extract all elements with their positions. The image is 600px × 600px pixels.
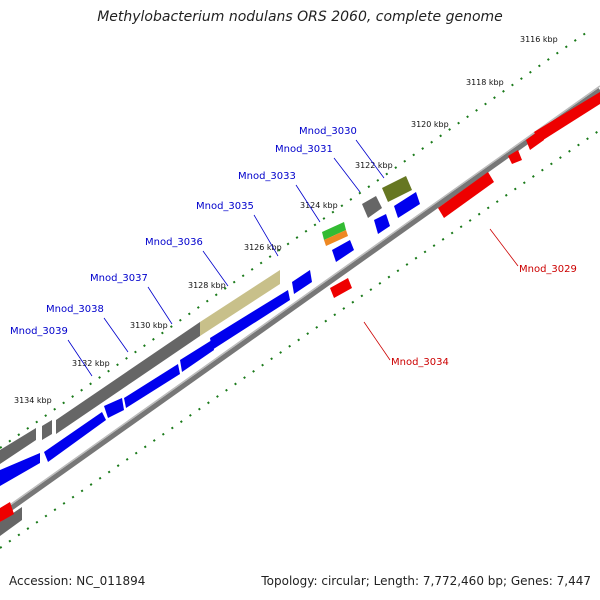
gene-label-mnod-3036[interactable]: Mnod_3036 xyxy=(145,237,203,248)
topology-label: Topology: circular; Length: 7,772,460 bp… xyxy=(261,574,591,588)
outer-tick-guide xyxy=(0,29,591,449)
leader-line xyxy=(333,157,361,193)
reverse-gene-3029[interactable] xyxy=(438,172,494,218)
gene-label-mnod-3035[interactable]: Mnod_3035 xyxy=(196,201,254,212)
gene-label-mnod-3034[interactable]: Mnod_3034 xyxy=(391,357,449,368)
kbp-label: 3118 kbp xyxy=(466,78,504,87)
kbp-label: 3120 kbp xyxy=(411,120,449,129)
leader-line xyxy=(253,214,279,257)
kbp-label: 3132 kbp xyxy=(72,359,110,368)
forward-gene-3035b[interactable] xyxy=(292,270,312,294)
olive-dark-gene[interactable] xyxy=(382,176,412,202)
genome-title: Methylobacterium nodulans ORS 2060, comp… xyxy=(97,9,503,25)
leader-line xyxy=(202,250,229,287)
forward-gene-3038[interactable] xyxy=(104,398,124,418)
gene-label-mnod-3031[interactable]: Mnod_3031 xyxy=(275,144,333,155)
kbp-label: 3134 kbp xyxy=(14,396,52,405)
gene-label-mnod-3030[interactable]: Mnod_3030 xyxy=(299,126,357,137)
leader-line xyxy=(67,339,93,377)
leader-line xyxy=(295,184,321,223)
accession-label: Accession: NC_011894 xyxy=(9,574,146,588)
olive-gene[interactable] xyxy=(200,270,280,336)
kbp-label: 3116 kbp xyxy=(520,35,558,44)
reverse-gene[interactable] xyxy=(534,92,600,142)
forward-gene-3036[interactable] xyxy=(180,340,214,372)
forward-gene-3031[interactable] xyxy=(374,214,390,234)
grey-gene[interactable] xyxy=(42,420,52,440)
grey-gene[interactable] xyxy=(56,322,200,434)
forward-gene-3030[interactable] xyxy=(394,192,420,218)
grey-gene[interactable] xyxy=(0,428,36,464)
kbp-label: 3122 kbp xyxy=(355,161,393,170)
forward-gene-3039[interactable] xyxy=(44,412,106,462)
kbp-label: 3124 kbp xyxy=(300,201,338,210)
leader-line xyxy=(147,286,173,325)
grey-gene[interactable] xyxy=(362,196,382,218)
forward-gene-3037[interactable] xyxy=(124,364,180,408)
inner-tick-guide xyxy=(0,129,600,549)
kbp-label: 3130 kbp xyxy=(130,321,168,330)
forward-gene[interactable] xyxy=(0,453,40,486)
genome-backbone xyxy=(0,87,600,519)
green-gene[interactable] xyxy=(322,222,346,240)
gene-label-mnod-3029[interactable]: Mnod_3029 xyxy=(519,264,577,275)
forward-gene-3033[interactable] xyxy=(332,240,354,262)
reverse-gene-3034[interactable] xyxy=(330,278,352,298)
leader-line xyxy=(355,139,385,179)
leader-line xyxy=(489,228,519,267)
gene-label-mnod-3038[interactable]: Mnod_3038 xyxy=(46,304,104,315)
reverse-gene[interactable] xyxy=(508,150,522,164)
orange-gene[interactable] xyxy=(324,230,348,246)
kbp-label: 3128 kbp xyxy=(188,281,226,290)
kbp-label: 3126 kbp xyxy=(244,243,282,252)
grey-gene[interactable] xyxy=(0,507,22,536)
leader-line xyxy=(103,317,129,353)
gene-label-mnod-3037[interactable]: Mnod_3037 xyxy=(90,273,148,284)
reverse-gene[interactable] xyxy=(0,502,14,522)
genome-backbone-highlight xyxy=(0,85,600,513)
gene-label-mnod-3033[interactable]: Mnod_3033 xyxy=(238,171,296,182)
leader-line xyxy=(363,321,391,361)
gene-label-mnod-3039[interactable]: Mnod_3039 xyxy=(10,326,68,337)
forward-gene-3035[interactable] xyxy=(210,290,290,350)
